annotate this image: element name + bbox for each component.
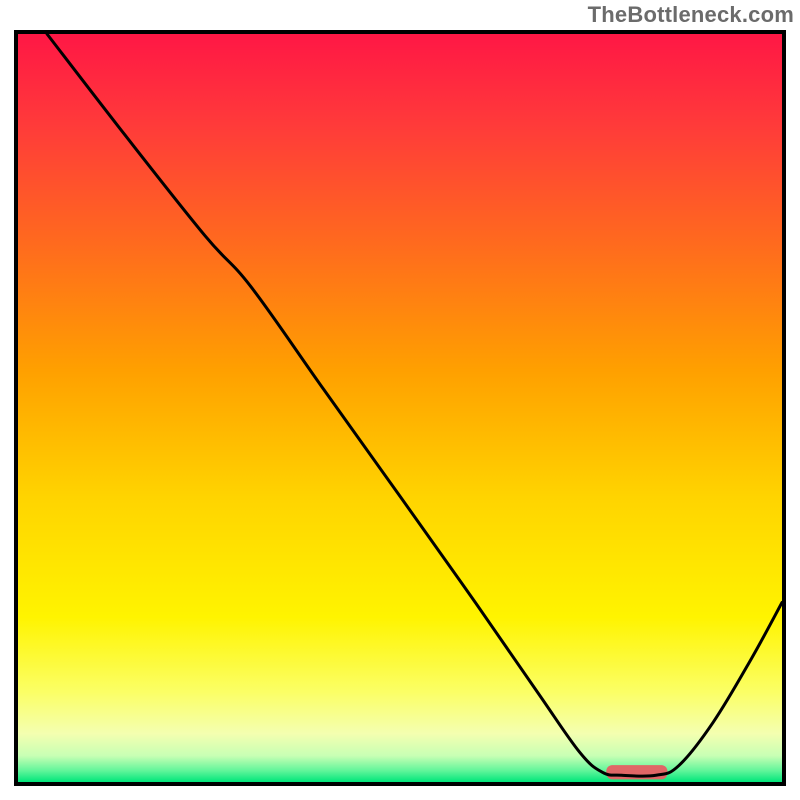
watermark-label: TheBottleneck.com — [588, 2, 794, 28]
bottleneck-chart — [14, 30, 786, 786]
chart-svg — [14, 30, 786, 786]
